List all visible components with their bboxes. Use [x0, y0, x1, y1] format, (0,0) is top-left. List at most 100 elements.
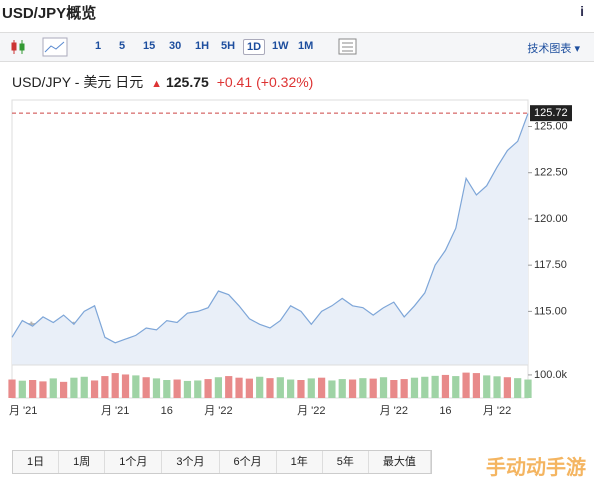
- x-tick-label: 月 '21: [9, 405, 37, 417]
- interval-button[interactable]: 5: [119, 40, 126, 52]
- x-tick-label: 月 '22: [204, 405, 232, 417]
- x-tick-label: 16: [161, 405, 173, 417]
- last-price-box: [530, 105, 572, 122]
- volume-bar: [49, 378, 57, 398]
- tech-chart-menu[interactable]: 技术图表 ▾: [527, 43, 580, 55]
- volume-bar: [493, 376, 501, 398]
- range-button[interactable]: 1周: [59, 451, 106, 473]
- watermark-overlay: 手动动手游: [486, 457, 586, 479]
- x-tick-label: 16: [439, 405, 451, 417]
- volume-bar: [183, 380, 192, 398]
- candlestick-icon[interactable]: [10, 38, 30, 56]
- last-price-label: 125.72: [534, 107, 568, 119]
- volume-bar: [163, 380, 171, 398]
- volume-bar: [101, 376, 109, 398]
- volume-bar: [472, 373, 481, 398]
- volume-bar: [173, 379, 181, 398]
- volume-tick-label: 100.0k: [534, 369, 568, 381]
- price-area: [12, 113, 528, 365]
- toolbar: 1 5 15 30 1H 5H 1D 1W 1M 技术图表 ▾: [0, 32, 594, 62]
- volume-bar: [524, 379, 532, 398]
- volume-bar: [194, 380, 202, 398]
- area-icon[interactable]: [42, 37, 68, 57]
- volume-bar: [390, 380, 398, 398]
- volume-bar: [80, 376, 88, 398]
- volume-bar: [410, 377, 419, 398]
- volume-bar: [256, 376, 264, 398]
- volume-bar: [18, 380, 26, 398]
- range-button[interactable]: 6个月: [220, 451, 277, 473]
- volume-bar: [245, 378, 253, 398]
- volume-bar: [39, 381, 47, 398]
- x-tick-label: 月 '22: [483, 405, 511, 417]
- info-button[interactable]: i: [580, 3, 584, 19]
- interval-button[interactable]: 1D: [243, 39, 266, 55]
- volume-bar: [111, 373, 119, 398]
- tech-label: 技术图表: [527, 43, 572, 55]
- volume-bar: [431, 375, 439, 398]
- volume-bar: [359, 378, 367, 398]
- range-button[interactable]: 1年: [277, 451, 323, 473]
- range-button[interactable]: 5年: [323, 451, 369, 473]
- range-button[interactable]: 1个月: [105, 451, 163, 473]
- interval-button[interactable]: 1W: [272, 40, 289, 52]
- volume-bar: [328, 380, 336, 398]
- settings-icon[interactable]: [338, 38, 358, 56]
- volume-bar: [307, 378, 315, 398]
- y-tick-label: 115.00: [534, 305, 567, 317]
- volume-bar: [121, 374, 130, 398]
- volume-bar: [338, 379, 346, 398]
- volume-bar: [514, 378, 522, 398]
- range-button[interactable]: 1日: [13, 451, 60, 473]
- volume-bar: [29, 380, 37, 398]
- volume-bar: [379, 377, 388, 398]
- change: +0.41: [216, 74, 253, 90]
- volume-bar: [297, 380, 305, 398]
- volume-bar: [462, 372, 470, 398]
- y-tick-label: 122.50: [534, 167, 568, 179]
- y-tick-label: 117.50: [534, 259, 567, 271]
- range-button[interactable]: 最大值: [369, 451, 431, 473]
- interval-button[interactable]: 1H: [195, 40, 210, 52]
- volume-bar: [287, 379, 295, 398]
- volume-bar: [503, 377, 511, 398]
- x-tick-label: 月 '21: [101, 405, 129, 417]
- volume-bar: [8, 379, 16, 398]
- volume-bar: [441, 374, 450, 398]
- volume-bar: [400, 379, 408, 398]
- up-arrow: ▲: [151, 78, 162, 90]
- y-tick-label: 120.00: [534, 213, 568, 225]
- x-tick-label: 月 '22: [380, 405, 408, 417]
- quote: USD/JPY - 美元 日元 ▲ 125.75 +0.41 (+0.32%): [12, 72, 317, 92]
- interval-button[interactable]: 5H: [221, 40, 236, 52]
- volume-bar: [152, 378, 161, 398]
- volume-bar: [348, 379, 357, 398]
- y-tick-label: 125.00: [534, 120, 568, 132]
- interval-button[interactable]: 30: [169, 40, 182, 52]
- volume-bar: [483, 375, 491, 398]
- volume-bar: [235, 377, 243, 398]
- page-title: USD/JPY概览: [2, 5, 97, 22]
- volume-bar: [70, 377, 78, 398]
- pair-name: USD/JPY - 美元 日元: [12, 74, 144, 90]
- interval-button[interactable]: 1M: [298, 40, 314, 52]
- volume-bar: [214, 377, 223, 398]
- volume-bar: [225, 376, 233, 398]
- volume-bar: [132, 375, 140, 398]
- price-line: [11, 113, 529, 344]
- volume-bar: [266, 378, 274, 398]
- range-button[interactable]: 3个月: [162, 451, 220, 473]
- volume-bar: [90, 380, 99, 398]
- interval-button[interactable]: 15: [143, 40, 156, 52]
- volume-bar: [59, 381, 68, 398]
- volume-bar: [204, 379, 212, 398]
- volume-bar: [421, 376, 429, 398]
- volume-bar: [317, 377, 326, 398]
- chart: 英为财情Investing.com115.00117.50120.00122.5…: [8, 99, 572, 417]
- change-pct: (+0.32%): [256, 74, 314, 90]
- volume-bar: [452, 376, 460, 398]
- volume-bar: [276, 377, 284, 398]
- range-group: 1日 1周 1个月 3个月 6个月 1年 5年 最大值: [12, 450, 432, 474]
- interval-button[interactable]: 1: [95, 40, 102, 52]
